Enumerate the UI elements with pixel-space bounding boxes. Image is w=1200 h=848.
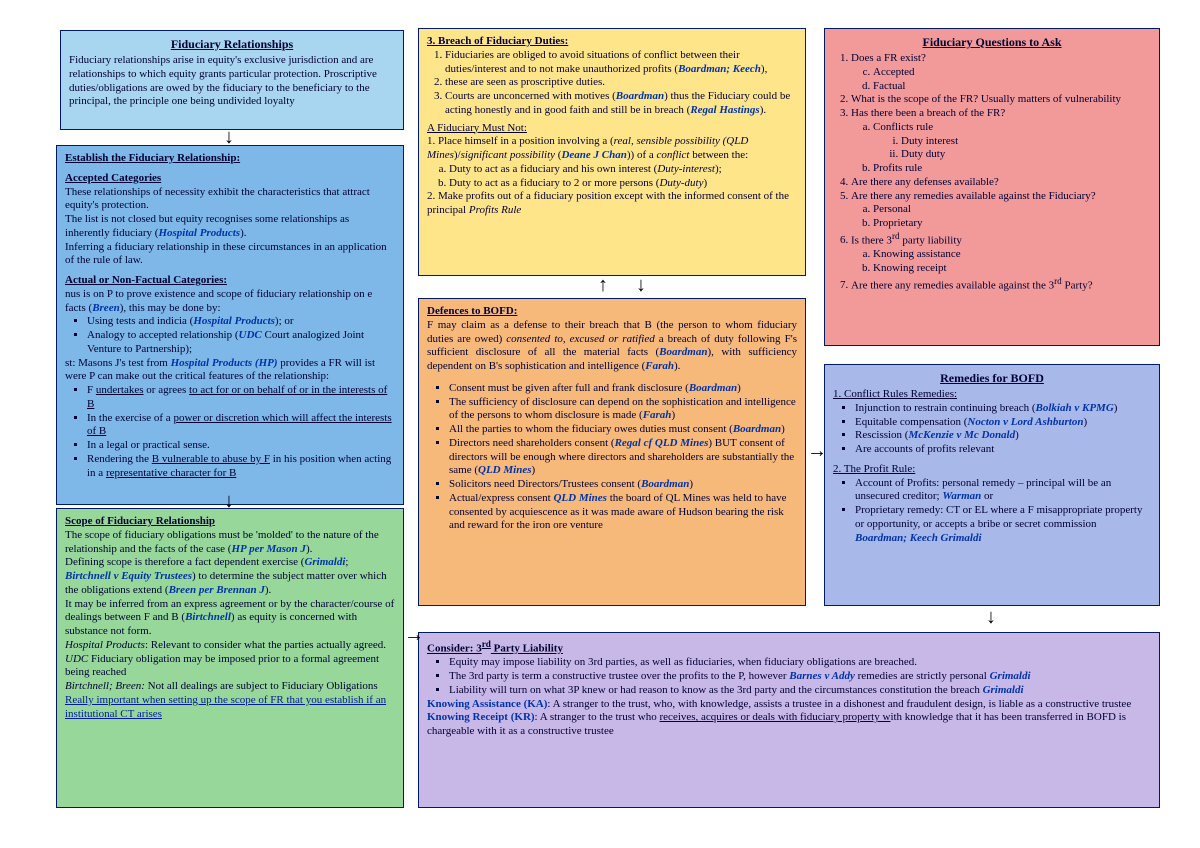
mustnot-1a: Duty to act as a fiduciary and his own i…	[449, 163, 797, 177]
rem-r4: Are accounts of profits relevant	[855, 443, 1151, 457]
feat-3: In a legal or practical sense.	[87, 439, 395, 453]
flow-arrow-icon: ↓	[224, 126, 234, 149]
q6a: Knowing assistance	[873, 248, 1151, 262]
fact-b1: Using tests and indicia (Hospital Produc…	[87, 315, 395, 329]
cat-p2: The list is not closed but equity recogn…	[65, 213, 395, 241]
rem-r2: Equitable compensation (Nocton v Lord As…	[855, 416, 1151, 430]
flow-arrow-icon: ↑	[598, 274, 608, 297]
q3a: Conflicts rule Duty interest Duty duty	[873, 121, 1151, 162]
fact-b2: Analogy to accepted relationship (UDC Co…	[87, 329, 395, 357]
tp-hd: Consider: 3rd Party Liability	[427, 639, 1151, 656]
scope-p2: Defining scope is therefore a fact depen…	[65, 556, 395, 597]
tp-b2: The 3rd party is term a constructive tru…	[449, 670, 1151, 684]
remedies-hd: Remedies for BOFD	[833, 371, 1151, 386]
scope-hd: Scope of Fiduciary Relationship	[65, 515, 395, 529]
cat-p3: Inferring a fiduciary relationship in th…	[65, 241, 395, 269]
box-questions: Fiduciary Questions to Ask Does a FR exi…	[824, 28, 1160, 346]
rem-s2: 2. The Profit Rule:	[833, 463, 1151, 477]
def-b5: Solicitors need Directors/Trustees conse…	[449, 478, 797, 492]
rem-s1: 1. Conflict Rules Remedies:	[833, 388, 1151, 402]
q5a: Personal	[873, 203, 1151, 217]
breach-li2: these are seen as proscriptive duties.	[445, 76, 797, 90]
breach-li1: Fiduciaries are obliged to avoid situati…	[445, 49, 797, 77]
q3i: Duty interest	[901, 135, 1151, 149]
q3: Has there been a breach of the FR? Confl…	[851, 107, 1151, 176]
tp-b1: Equity may impose liability on 3rd parti…	[449, 656, 1151, 670]
q3ii: Duty duty	[901, 148, 1151, 162]
mustnot-hd: A Fiduciary Must Not:	[427, 122, 797, 136]
breach-li3: Courts are unconcerned with motives (Boa…	[445, 90, 797, 118]
def-b1: Consent must be given after full and fra…	[449, 382, 797, 396]
q1c: Accepted	[873, 66, 1151, 80]
feat-2: In the exercise of a power or discretion…	[87, 412, 395, 440]
fr-intro-body: Fiduciary relationships arise in equity'…	[69, 54, 395, 109]
rem-r3: Rescission (McKenzie v Mc Donald)	[855, 429, 1151, 443]
q7: Are there any remedies available against…	[851, 276, 1151, 293]
def-b2: The sufficiency of disclosure can depend…	[449, 396, 797, 424]
defences-p1: F may claim as a defense to their breach…	[427, 319, 797, 374]
q5: Are there any remedies available against…	[851, 190, 1151, 231]
fact-line: nus is on P to prove existence and scope…	[65, 288, 395, 316]
rem-r1: Injunction to restrain continuing breach…	[855, 402, 1151, 416]
questions-hd: Fiduciary Questions to Ask	[833, 35, 1151, 50]
box-breach: 3. Breach of Fiduciary Duties: Fiduciari…	[418, 28, 806, 276]
tp-kr: Knowing Receipt (KR): A stranger to the …	[427, 711, 1151, 739]
scope-p3: It may be inferred from an express agree…	[65, 598, 395, 639]
def-b6: Actual/express consent QLD Mines the boa…	[449, 492, 797, 533]
breach-hd: 3. Breach of Fiduciary Duties:	[427, 35, 797, 49]
flow-arrow-icon: ↓	[636, 274, 646, 297]
mustnot-2: 2. Make profits out of a fiduciary posit…	[427, 190, 797, 218]
q3b: Profits rule	[873, 162, 1151, 176]
def-b3: All the parties to whom the fiduciary ow…	[449, 423, 797, 437]
q1d: Factual	[873, 80, 1151, 94]
scope-p4: Hospital Products: Relevant to consider …	[65, 639, 395, 653]
tp-b3: Liability will turn on what 3P knew or h…	[449, 684, 1151, 698]
rem-r5: Account of Profits: personal remedy – pr…	[855, 477, 1151, 505]
box-thirdparty: Consider: 3rd Party Liability Equity may…	[418, 632, 1160, 808]
rem-r6: Proprietary remedy: CT or EL where a F m…	[855, 504, 1151, 545]
flow-arrow-icon: →	[807, 440, 827, 463]
establish-hd: Establish the Fiduciary Relationship:	[65, 152, 395, 166]
flow-arrow-icon: →	[404, 624, 424, 647]
scope-link[interactable]: Really important when setting up the sco…	[65, 694, 395, 722]
q6b: Knowing receipt	[873, 262, 1151, 276]
q2: What is the scope of the FR? Usually mat…	[851, 93, 1151, 107]
q6: Is there 3rd party liability Knowing ass…	[851, 231, 1151, 276]
factual-hd: Actual or Non-Factual Categories:	[65, 274, 395, 288]
scope-p6: Birtchnell; Breen: Not all dealings are …	[65, 680, 395, 694]
feat-4: Rendering the B vulnerable to abuse by F…	[87, 453, 395, 481]
fr-intro-title: Fiduciary Relationships	[69, 37, 395, 52]
masons-test: st: Masons J's test from Hospital Produc…	[65, 357, 395, 385]
defences-hd: Defences to BOFD:	[427, 305, 797, 319]
def-b4: Directors need shareholders consent (Reg…	[449, 437, 797, 478]
q1: Does a FR exist? Accepted Factual	[851, 52, 1151, 93]
accepted-cat-hd: Accepted Categories	[65, 172, 395, 186]
q5b: Proprietary	[873, 217, 1151, 231]
scope-p5: UDC Fiduciary obligation may be imposed …	[65, 653, 395, 681]
flow-arrow-icon: ↓	[986, 606, 996, 629]
feat-1: F undertakes or agrees to act for or on …	[87, 384, 395, 412]
q4: Are there any defenses available?	[851, 176, 1151, 190]
box-fr-intro: Fiduciary Relationships Fiduciary relati…	[60, 30, 404, 130]
cat-p1: These relationships of necessity exhibit…	[65, 186, 395, 214]
tp-ka: Knowing Assistance (KA): A stranger to t…	[427, 698, 1151, 712]
mustnot-1b: Duty to act as a fiduciary to 2 or more …	[449, 177, 797, 191]
box-establish: Establish the Fiduciary Relationship: Ac…	[56, 145, 404, 505]
mustnot-1: 1. Place himself in a position involving…	[427, 135, 797, 163]
flow-arrow-icon: ↓	[224, 490, 234, 513]
scope-p1: The scope of fiduciary obligations must …	[65, 529, 395, 557]
box-defences: Defences to BOFD: F may claim as a defen…	[418, 298, 806, 606]
box-remedies: Remedies for BOFD 1. Conflict Rules Reme…	[824, 364, 1160, 606]
box-scope: Scope of Fiduciary Relationship The scop…	[56, 508, 404, 808]
